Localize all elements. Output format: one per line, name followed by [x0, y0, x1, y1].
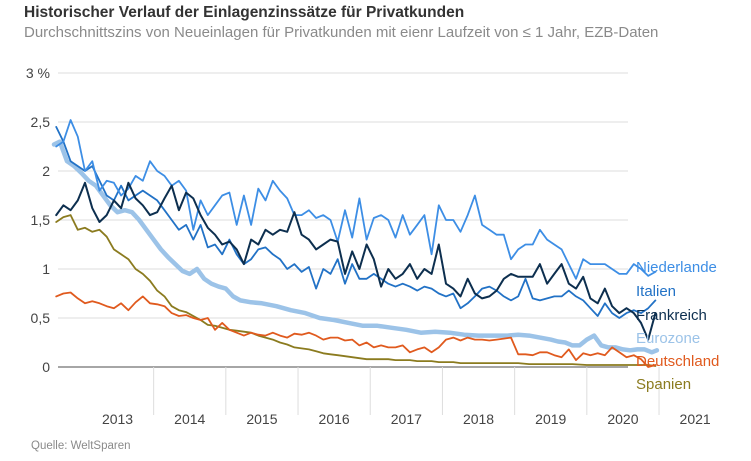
series-line-spanien [55, 214, 657, 367]
y-tick-label: 2,5 [31, 114, 51, 130]
y-tick-label: 1,5 [31, 212, 51, 228]
y-tick-label: 0 [42, 359, 50, 375]
y-tick-label: 1 [42, 261, 50, 277]
legend-entry-frankreich: Frankreich [636, 307, 707, 324]
y-tick-label: 3 % [26, 65, 50, 81]
x-tick-label: 2019 [535, 411, 566, 427]
x-tick-label: 2020 [607, 411, 638, 427]
x-tick-label: 2015 [246, 411, 277, 427]
y-tick-label: 2 [42, 163, 50, 179]
series-lines [51, 119, 660, 368]
gridlines [58, 72, 660, 415]
x-axis-ticks: 2013 2014 2015 2016 2017 2018 2019 2020 2021 [102, 411, 711, 427]
source-note: Quelle: WeltSparen [31, 440, 131, 452]
series-line-frankreich [55, 181, 657, 341]
chart-subtitle: Durchschnittszins von Neueinlagen für Pr… [24, 24, 659, 41]
legend-entry-eurozone: Eurozone [636, 330, 700, 347]
x-tick-label: 2017 [391, 411, 422, 427]
legend: Niederlande Italien Frankreich Eurozone Deut… [636, 259, 719, 393]
y-tick-label: 0,5 [31, 310, 51, 326]
legend-entry-spanien: Spanien [636, 376, 691, 393]
x-tick-label: 2016 [319, 411, 350, 427]
legend-entry-italien: Italien [636, 283, 676, 300]
series-line-eurozone [51, 139, 660, 355]
legend-entry-deutschland: Deutschland [636, 353, 719, 370]
y-axis-ticks: 0 0,5 1 1,5 2 2,5 3 % [26, 65, 50, 375]
x-tick-label: 2013 [102, 411, 133, 427]
series-line-deutschland [55, 291, 657, 368]
chart-title: Historischer Verlauf der Einlagenzinssät… [24, 4, 465, 21]
x-tick-label: 2014 [174, 411, 205, 427]
series-line-niederlande [55, 119, 657, 280]
x-tick-label: 2021 [680, 411, 711, 427]
legend-entry-niederlande: Niederlande [636, 259, 717, 276]
x-tick-label: 2018 [463, 411, 494, 427]
series-line-italien [55, 126, 657, 319]
